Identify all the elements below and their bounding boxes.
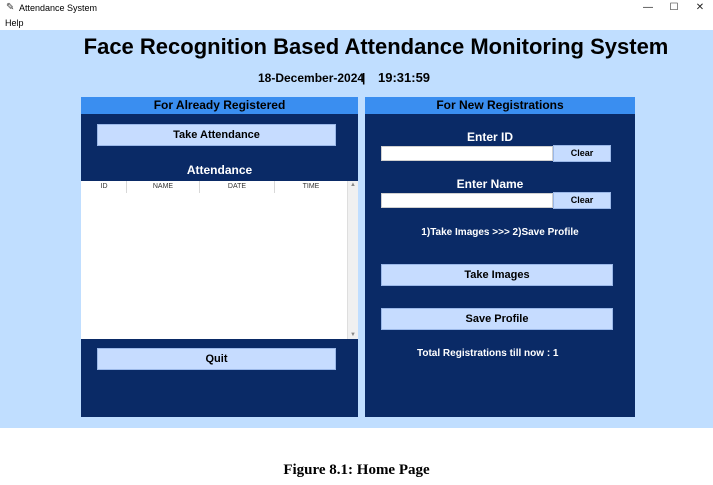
- new-registration-panel: For New Registrations Enter ID Clear Ent…: [365, 97, 635, 417]
- feather-icon: ✎: [6, 2, 15, 13]
- minimize-button[interactable]: —: [643, 2, 653, 13]
- date-label: 18-December-2024: [258, 71, 365, 85]
- registered-panel: For Already Registered Take Attendance A…: [81, 97, 358, 417]
- attendance-table[interactable]: ID NAME DATE TIME ▲ ▼: [81, 181, 358, 339]
- title-bar: ✎ Attendance System — ☐ ✕: [0, 0, 713, 18]
- column-header-date[interactable]: DATE: [227, 183, 247, 190]
- take-images-button[interactable]: Take Images: [381, 264, 613, 286]
- save-profile-button[interactable]: Save Profile: [381, 308, 613, 330]
- attendance-label: Attendance: [186, 163, 253, 177]
- scroll-down-icon[interactable]: ▼: [350, 332, 356, 338]
- window-title: Attendance System: [19, 3, 98, 13]
- new-registration-panel-header: For New Registrations: [365, 97, 635, 114]
- clear-id-button[interactable]: Clear: [553, 145, 611, 162]
- enter-name-label: Enter Name: [456, 177, 524, 191]
- menu-bar: Help: [0, 17, 713, 30]
- enter-id-label: Enter ID: [466, 130, 513, 144]
- scroll-up-icon[interactable]: ▲: [350, 182, 356, 188]
- date-time-separator: |: [362, 71, 366, 85]
- column-header-time[interactable]: TIME: [302, 183, 320, 190]
- maximize-button[interactable]: ☐: [669, 2, 679, 13]
- take-attendance-button[interactable]: Take Attendance: [97, 124, 336, 146]
- quit-button[interactable]: Quit: [97, 348, 336, 370]
- total-registrations-label: Total Registrations till now : 1: [417, 348, 559, 359]
- column-header-id[interactable]: ID: [100, 183, 108, 190]
- clock-label: 19:31:59: [378, 70, 431, 85]
- clear-name-button[interactable]: Clear: [553, 192, 611, 209]
- app-window: ✎ Attendance System — ☐ ✕ Help Face Reco…: [0, 0, 713, 428]
- menu-help[interactable]: Help: [5, 18, 24, 28]
- registration-steps: 1)Take Images >>> 2)Save Profile: [421, 227, 579, 238]
- close-button[interactable]: ✕: [695, 2, 705, 13]
- id-input[interactable]: [381, 146, 553, 161]
- column-header-name[interactable]: NAME: [152, 183, 174, 190]
- page-title: Face Recognition Based Attendance Monito…: [83, 34, 669, 59]
- table-scrollbar[interactable]: ▲ ▼: [347, 181, 358, 339]
- name-input[interactable]: [381, 193, 553, 208]
- figure-caption: Figure 8.1: Home Page: [283, 462, 430, 478]
- registered-panel-header: For Already Registered: [81, 97, 358, 114]
